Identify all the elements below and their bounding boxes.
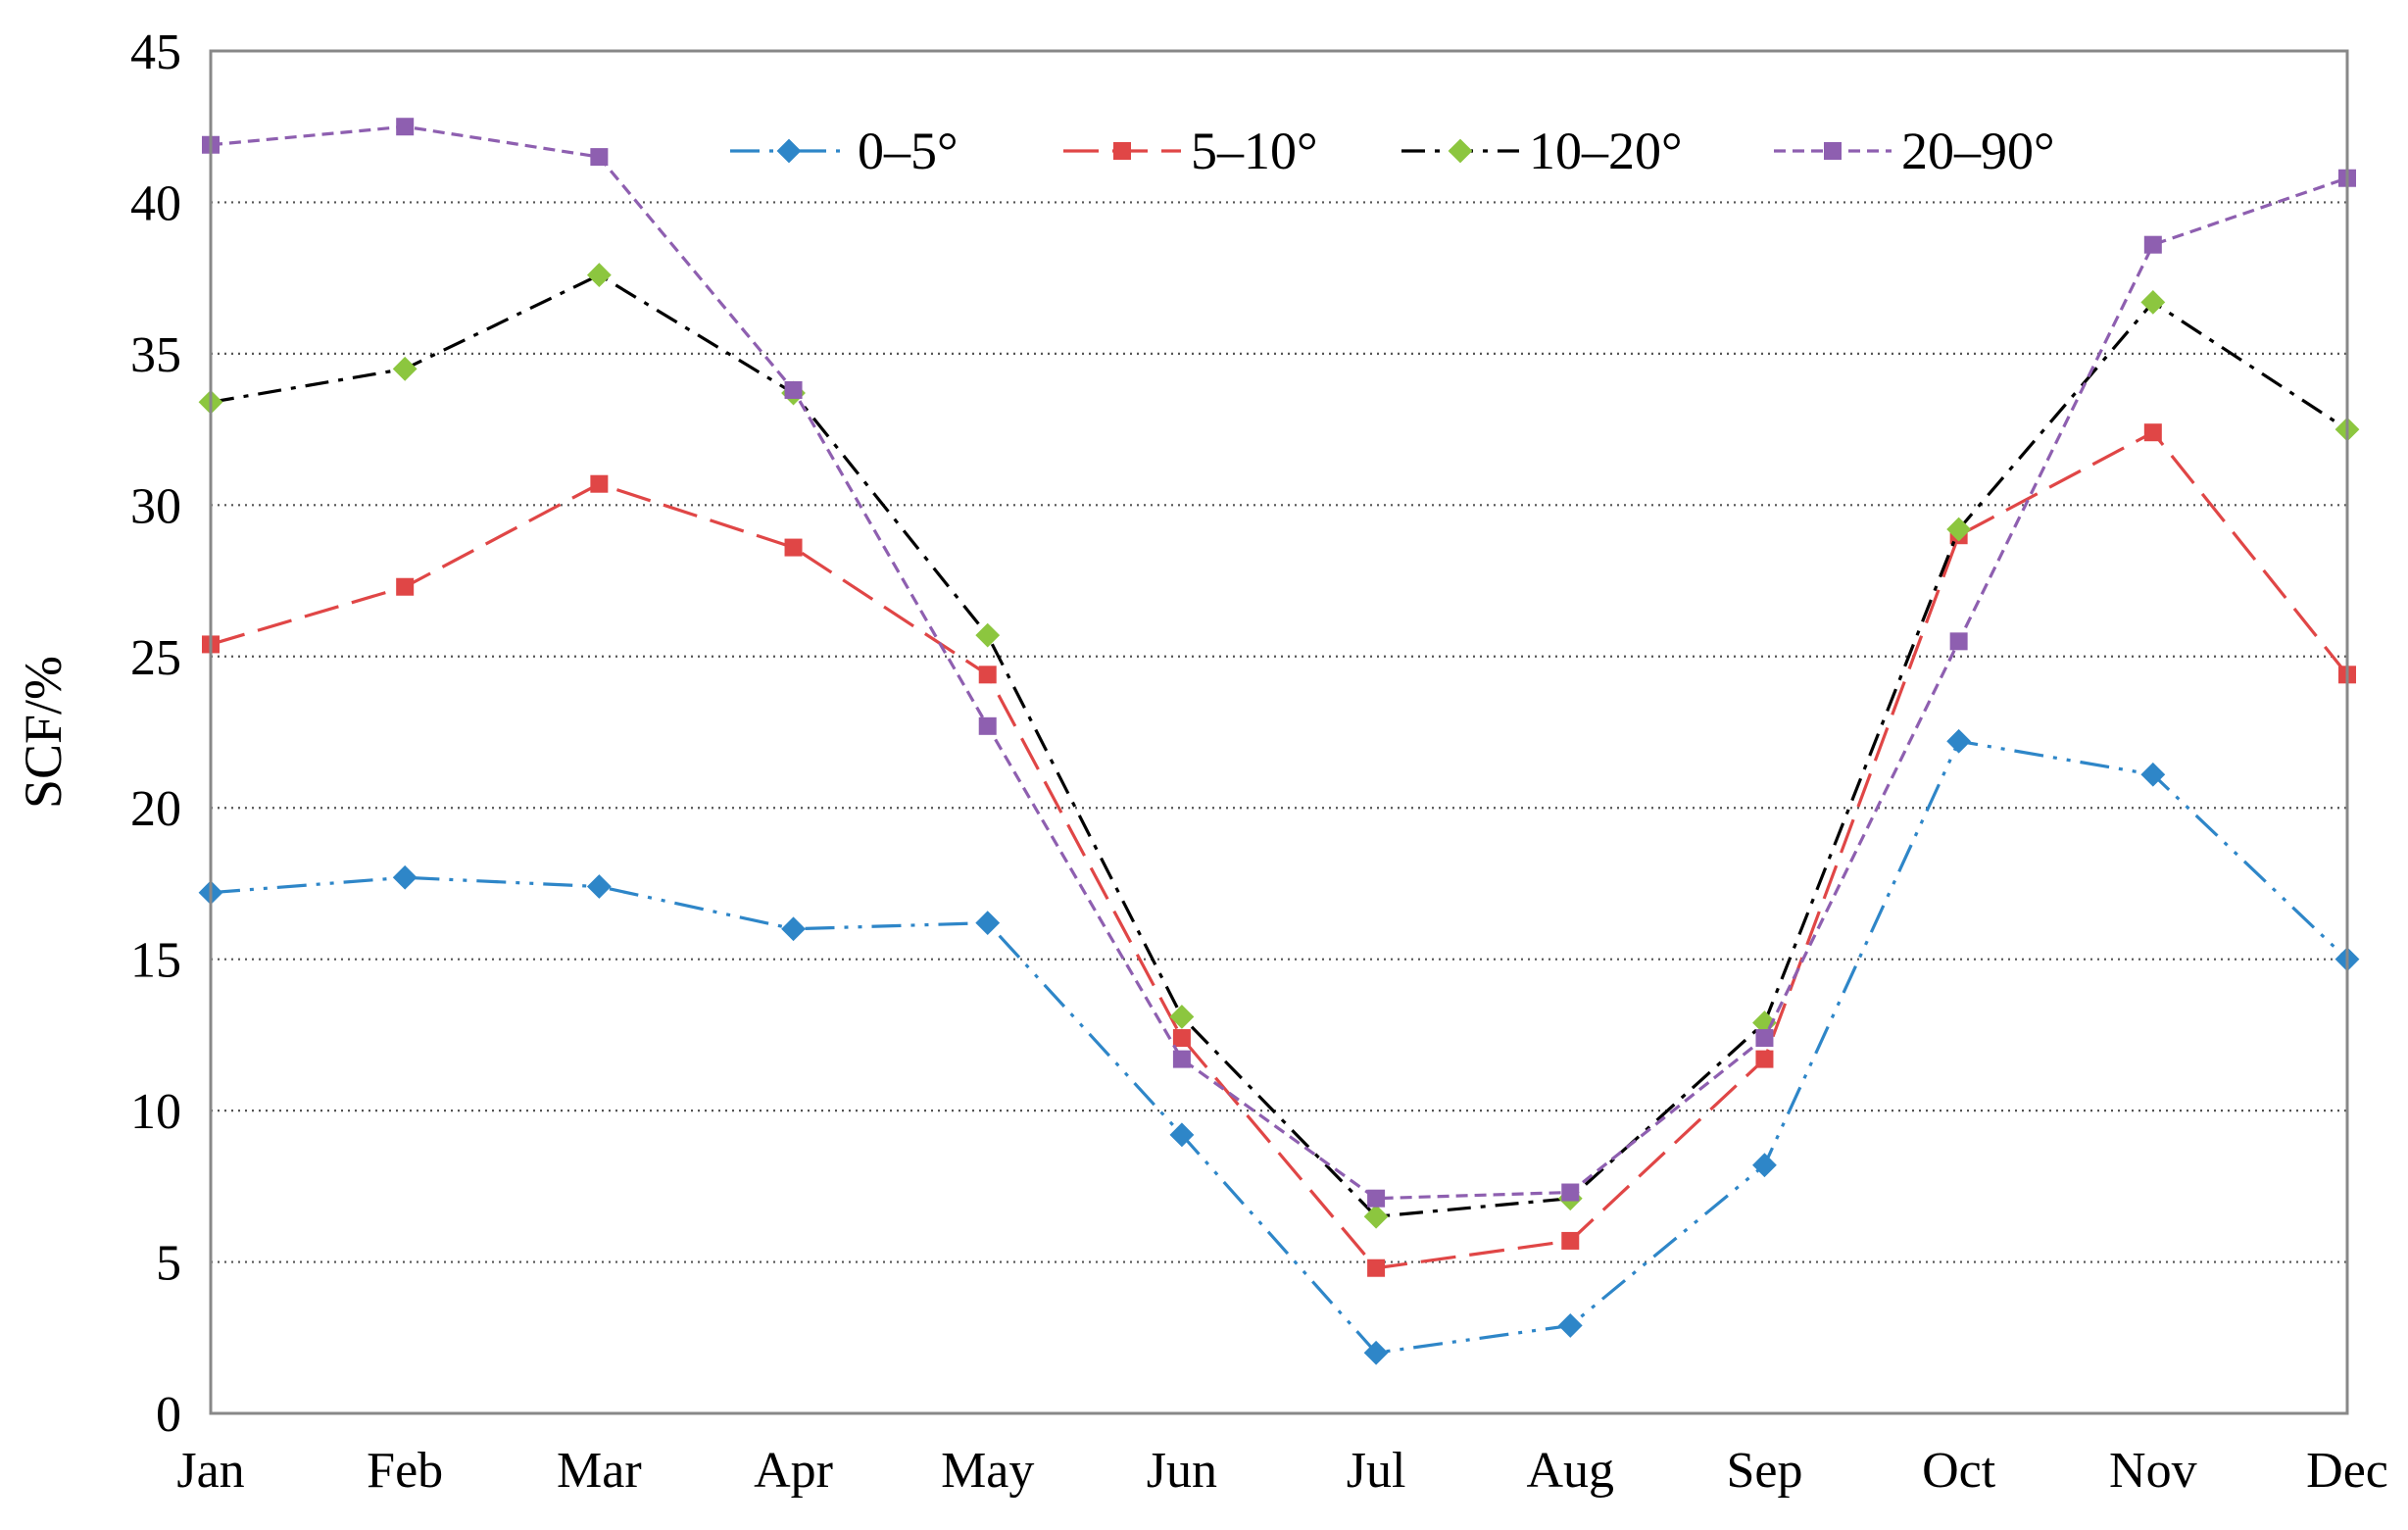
series-line bbox=[210, 739, 2349, 1355]
y-tick-label: 15 bbox=[130, 933, 181, 989]
y-tick-label: 40 bbox=[130, 175, 181, 231]
data-point bbox=[784, 538, 803, 557]
series-4 bbox=[202, 118, 2356, 1208]
legend-label: 20–90° bbox=[1901, 122, 2055, 180]
data-point bbox=[978, 666, 997, 684]
series-line bbox=[210, 272, 2348, 1218]
y-axis-title: SCF/% bbox=[14, 656, 73, 809]
y-tick-label: 0 bbox=[156, 1387, 181, 1443]
data-point bbox=[1561, 1183, 1580, 1202]
x-tick-label: Mar bbox=[557, 1443, 642, 1499]
data-point bbox=[590, 148, 609, 167]
x-tick-label: Aug bbox=[1526, 1443, 1614, 1499]
x-tick-label: Apr bbox=[754, 1443, 833, 1499]
series-2 bbox=[202, 423, 2356, 1277]
x-tick-label: Nov bbox=[2109, 1443, 2197, 1499]
x-tick-label: Jul bbox=[1347, 1443, 1406, 1499]
data-point bbox=[1172, 1028, 1191, 1047]
y-tick-label: 35 bbox=[130, 327, 181, 383]
data-point bbox=[1752, 1011, 1777, 1035]
data-point bbox=[1946, 517, 1972, 542]
data-point bbox=[1169, 1122, 1195, 1148]
data-point bbox=[1752, 1153, 1777, 1178]
axis-ticks: 0 5 10 15 20 25 30 35 40 45 Jan Feb Mar Apr May Jun Jul A… bbox=[130, 25, 2388, 1499]
data-point bbox=[590, 474, 609, 493]
legend-marker bbox=[1113, 142, 1131, 160]
data-point bbox=[1172, 1050, 1191, 1068]
data-point bbox=[1561, 1231, 1580, 1250]
legend-entry: 0–5° bbox=[730, 122, 958, 180]
x-tick-label: Jan bbox=[176, 1443, 244, 1499]
data-point bbox=[2143, 235, 2162, 254]
data-point bbox=[978, 716, 997, 735]
legend-label: 10–20° bbox=[1529, 122, 1683, 180]
series-group bbox=[198, 118, 2360, 1365]
y-tick-label: 10 bbox=[130, 1084, 181, 1140]
x-tick-label: Feb bbox=[367, 1443, 443, 1499]
data-point bbox=[586, 263, 612, 287]
series-3 bbox=[198, 263, 2360, 1229]
x-tick-label: Oct bbox=[1922, 1443, 1996, 1499]
y-tick-label: 30 bbox=[130, 478, 181, 534]
data-point bbox=[1755, 1050, 1774, 1068]
x-tick-label: Jun bbox=[1147, 1443, 1217, 1499]
data-point bbox=[1557, 1313, 1583, 1338]
data-point bbox=[1946, 728, 1972, 754]
plot-area-border bbox=[209, 49, 2349, 1415]
data-point bbox=[2143, 423, 2162, 442]
legend-entry: 5–10° bbox=[1063, 122, 1318, 180]
data-point bbox=[586, 874, 612, 899]
series-1 bbox=[198, 728, 2360, 1365]
data-point bbox=[392, 356, 418, 381]
data-point bbox=[1949, 632, 1968, 651]
legend-marker bbox=[1824, 142, 1842, 160]
data-point bbox=[975, 622, 1001, 648]
y-tick-label: 25 bbox=[130, 630, 181, 686]
x-tick-label: May bbox=[941, 1443, 1034, 1499]
x-tick-label: Sep bbox=[1726, 1443, 1802, 1499]
data-point bbox=[1367, 1189, 1386, 1208]
legend: 0–5° 5–10° 10–20° 20–90° bbox=[730, 122, 2055, 180]
data-point bbox=[975, 911, 1001, 935]
data-point bbox=[784, 380, 803, 399]
data-point bbox=[2140, 289, 2166, 315]
data-point bbox=[392, 864, 418, 890]
data-point bbox=[396, 118, 415, 136]
x-tick-label: Dec bbox=[2306, 1443, 2388, 1499]
legend-label: 5–10° bbox=[1191, 122, 1318, 180]
data-point bbox=[396, 577, 415, 596]
data-point bbox=[2140, 762, 2166, 787]
data-point bbox=[1755, 1028, 1774, 1047]
legend-marker bbox=[1448, 138, 1473, 164]
legend-entry: 20–90° bbox=[1774, 122, 2055, 180]
legend-marker bbox=[776, 138, 802, 164]
gridlines bbox=[211, 201, 2347, 1263]
series-line bbox=[210, 430, 2349, 1270]
series-line bbox=[210, 124, 2348, 1201]
data-point bbox=[1367, 1259, 1386, 1277]
data-point bbox=[781, 916, 806, 942]
y-tick-label: 20 bbox=[130, 781, 181, 837]
data-point bbox=[1363, 1340, 1389, 1365]
y-tick-label: 5 bbox=[156, 1236, 181, 1292]
data-point bbox=[1363, 1204, 1389, 1229]
data-point bbox=[1169, 1004, 1195, 1029]
legend-label: 0–5° bbox=[858, 122, 958, 180]
y-tick-label: 45 bbox=[130, 25, 181, 80]
legend-entry: 10–20° bbox=[1401, 122, 1683, 180]
